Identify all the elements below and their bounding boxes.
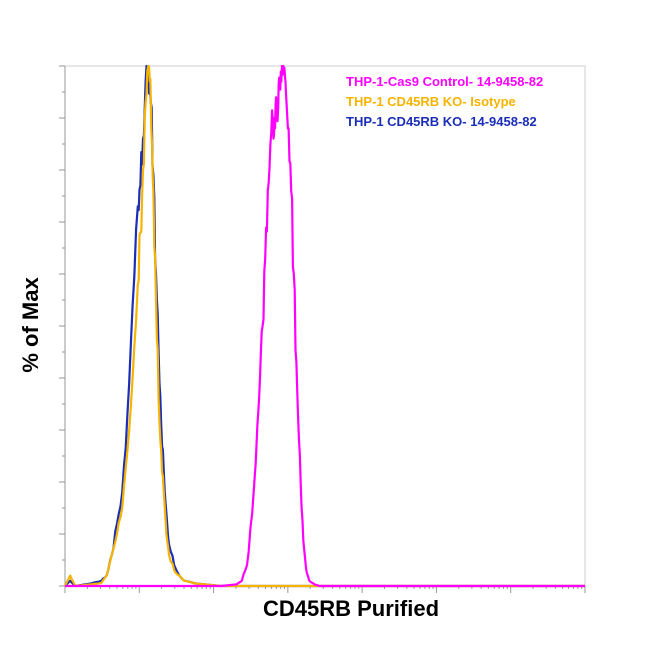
plot-area: [64, 64, 585, 588]
legend-entry: THP-1 CD45RB KO- 14-9458-82: [346, 114, 537, 129]
legend-entry: THP-1-Cas9 Control- 14-9458-82: [346, 74, 543, 89]
series-line: [64, 64, 585, 588]
series-line: [64, 64, 585, 588]
axes: [59, 65, 586, 593]
x-axis-label: CD45RB Purified: [263, 596, 439, 621]
legend-entry: THP-1 CD45RB KO- Isotype: [346, 94, 516, 109]
series-line: [65, 64, 585, 588]
y-axis-label: % of Max: [18, 277, 43, 373]
legend: THP-1-Cas9 Control- 14-9458-82 THP-1 CD45…: [346, 74, 543, 129]
